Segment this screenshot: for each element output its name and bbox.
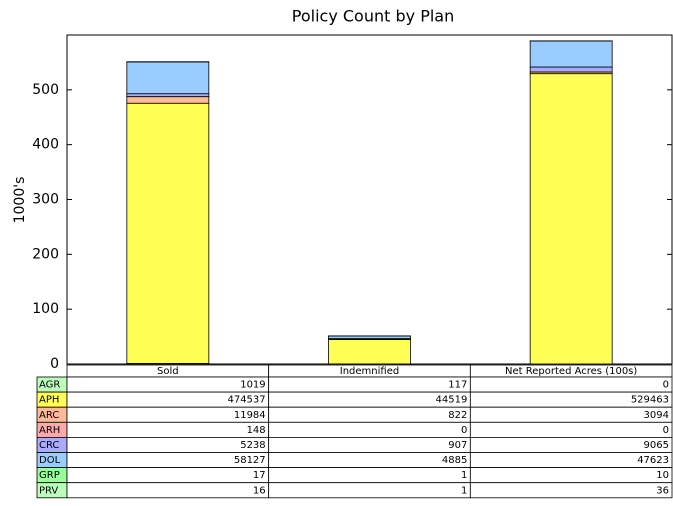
bar-segment	[127, 62, 209, 94]
bar-segment	[127, 97, 209, 104]
y-tick-label: 200	[32, 246, 59, 262]
row-label: ARH	[39, 425, 60, 436]
table-value: 1019	[240, 380, 265, 391]
row-label: PRV	[39, 485, 58, 496]
table-cell	[269, 377, 471, 392]
table-value: 10	[656, 470, 669, 481]
bar-segment	[530, 41, 612, 67]
y-tick-label: 500	[32, 82, 59, 98]
bar-segment	[127, 94, 209, 97]
table-cell	[470, 407, 672, 422]
table-value: 3094	[644, 410, 669, 421]
table-cell	[67, 483, 269, 498]
table-value: 44519	[436, 395, 468, 406]
table-cell	[67, 437, 269, 452]
table-value: 474537	[227, 395, 265, 406]
table-value: 5238	[240, 440, 265, 451]
row-label: ARC	[39, 410, 59, 421]
table-value: 822	[448, 410, 467, 421]
table-value: 9065	[644, 440, 669, 451]
bar-segment	[530, 67, 612, 72]
row-label: AGR	[39, 380, 60, 391]
y-tick-label: 0	[50, 356, 59, 372]
table-value: 117	[448, 380, 467, 391]
table-cell	[470, 422, 672, 437]
bar-segment	[530, 74, 612, 364]
table-value: 11984	[234, 410, 266, 421]
bar-segment	[329, 336, 411, 339]
table-cell	[269, 437, 471, 452]
table-value: 0	[461, 425, 467, 436]
table-cell	[269, 453, 471, 468]
table-cell	[67, 377, 269, 392]
row-label: CRC	[39, 440, 59, 451]
y-tick-label: 300	[32, 192, 59, 208]
table-cell	[269, 483, 471, 498]
table-value: 1	[461, 485, 467, 496]
table-cell	[470, 377, 672, 392]
table-value: 529463	[631, 395, 669, 406]
table-value: 907	[448, 440, 467, 451]
y-axis-label: 1000's	[12, 177, 28, 224]
table-value: 0	[663, 425, 669, 436]
row-label: GRP	[39, 470, 60, 481]
table-header: Net Reported Acres (100s)	[505, 366, 637, 377]
table-value: 36	[656, 485, 669, 496]
table-value: 4885	[442, 455, 467, 466]
table-header: Sold	[157, 366, 179, 377]
table-cell	[470, 437, 672, 452]
chart-title: Policy Count by Plan	[292, 7, 454, 26]
row-label: DOL	[39, 455, 61, 466]
table-value: 47623	[637, 455, 669, 466]
row-label: APH	[39, 395, 59, 406]
y-tick-label: 100	[32, 301, 59, 317]
table-cell	[269, 407, 471, 422]
table-value: 0	[663, 380, 669, 391]
bar-segment	[329, 340, 411, 364]
table-header: Indemnified	[340, 366, 399, 377]
table-cell	[470, 483, 672, 498]
table-value: 16	[253, 485, 266, 496]
table-value: 17	[253, 470, 266, 481]
table-cell	[269, 422, 471, 437]
table-value: 1	[461, 470, 467, 481]
table-cell	[67, 468, 269, 483]
table-cell	[67, 422, 269, 437]
table-cell	[470, 468, 672, 483]
table-cell	[269, 468, 471, 483]
bar-segment	[127, 103, 209, 363]
table-value: 58127	[234, 455, 266, 466]
y-tick-label: 400	[32, 137, 59, 153]
table-value: 148	[247, 425, 266, 436]
